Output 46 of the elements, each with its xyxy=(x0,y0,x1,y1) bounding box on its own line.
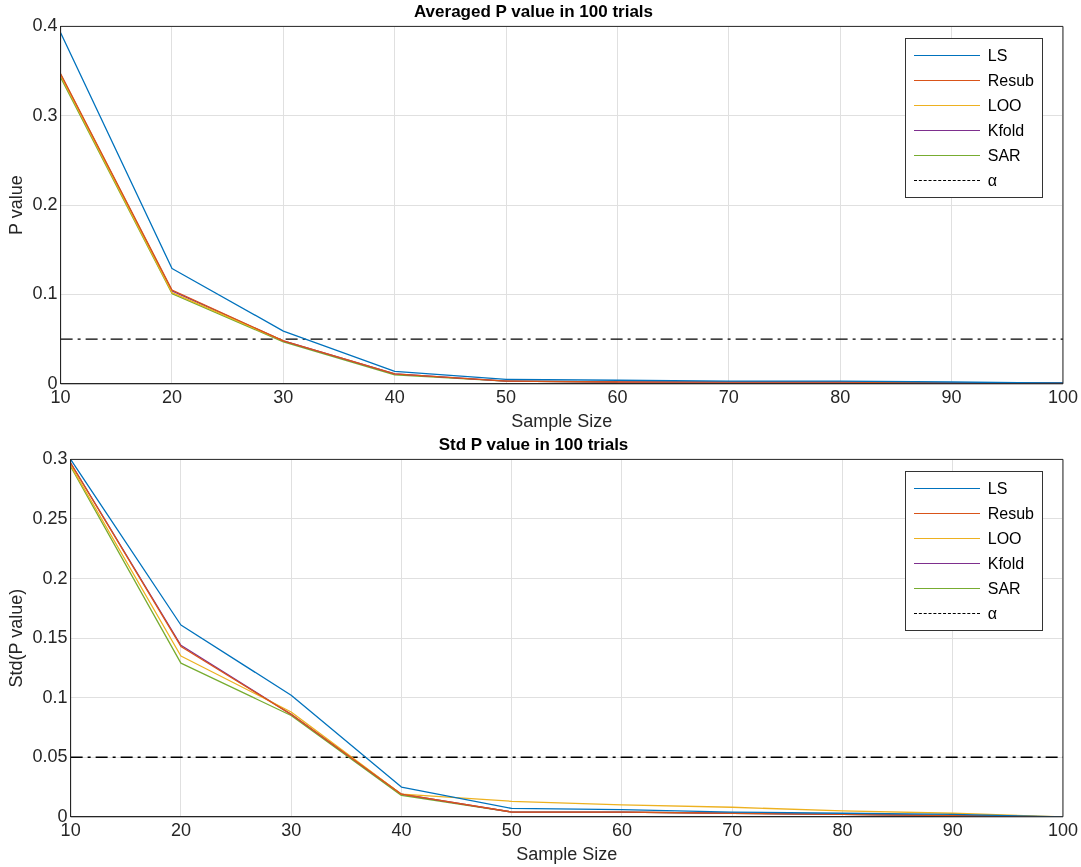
legend-label: LOO xyxy=(987,529,1022,548)
legend-label: LOO xyxy=(987,96,1022,115)
y-tick-label: 0.2 xyxy=(32,194,58,215)
x-tick-label: 70 xyxy=(718,386,739,407)
y-tick-label: 0.3 xyxy=(32,104,58,125)
y-tick-label: 0.4 xyxy=(32,15,58,36)
x-axis-title: Sample Size xyxy=(516,844,618,865)
y-tick-label: 0.1 xyxy=(42,686,68,707)
x-tick-label: 80 xyxy=(830,386,851,407)
x-tick-label: 80 xyxy=(832,819,853,840)
legend-label: LS xyxy=(987,46,1008,65)
x-tick-label: 40 xyxy=(384,386,405,407)
legend-label: Resub xyxy=(987,71,1034,90)
x-tick-label: 90 xyxy=(941,386,962,407)
legend-label: SAR xyxy=(987,146,1021,165)
x-tick-label: 20 xyxy=(161,386,183,407)
y-tick-label: 0.3 xyxy=(42,448,68,469)
x-tick-label: 100 xyxy=(1047,819,1079,840)
y-tick-label: 0.25 xyxy=(32,507,68,528)
y-tick-label: 0.15 xyxy=(32,627,68,648)
chart-title: Std P value in 100 trials xyxy=(438,434,629,454)
legend-label: SAR xyxy=(987,579,1021,598)
x-tick-label: 70 xyxy=(722,819,743,840)
x-tick-label: 30 xyxy=(273,386,294,407)
legend-label: Kfold xyxy=(987,554,1025,573)
legend-label: Resub xyxy=(987,504,1034,523)
x-tick-label: 60 xyxy=(611,819,632,840)
legend-label: Kfold xyxy=(987,121,1025,140)
y-axis-title: Std(P value) xyxy=(5,588,26,688)
x-tick-label: 50 xyxy=(501,819,522,840)
legend-label: α xyxy=(987,171,997,190)
x-tick-label: 30 xyxy=(281,819,302,840)
chart-title: Averaged P value in 100 trials xyxy=(413,1,654,21)
y-tick-label: 0.2 xyxy=(42,567,68,588)
legend-label: α xyxy=(987,604,997,623)
x-tick-label: 40 xyxy=(391,819,412,840)
x-tick-label: 100 xyxy=(1047,386,1079,407)
x-axis-title: Sample Size xyxy=(511,411,613,432)
y-tick-label: 0.1 xyxy=(32,283,58,304)
legend-label: LS xyxy=(987,479,1008,498)
x-tick-label: 90 xyxy=(942,819,963,840)
x-tick-label: 50 xyxy=(496,386,517,407)
x-tick-label: 20 xyxy=(170,819,191,840)
x-tick-label: 60 xyxy=(607,386,628,407)
y-axis-title: P value xyxy=(5,175,26,235)
y-tick-label: 0.05 xyxy=(32,746,68,767)
